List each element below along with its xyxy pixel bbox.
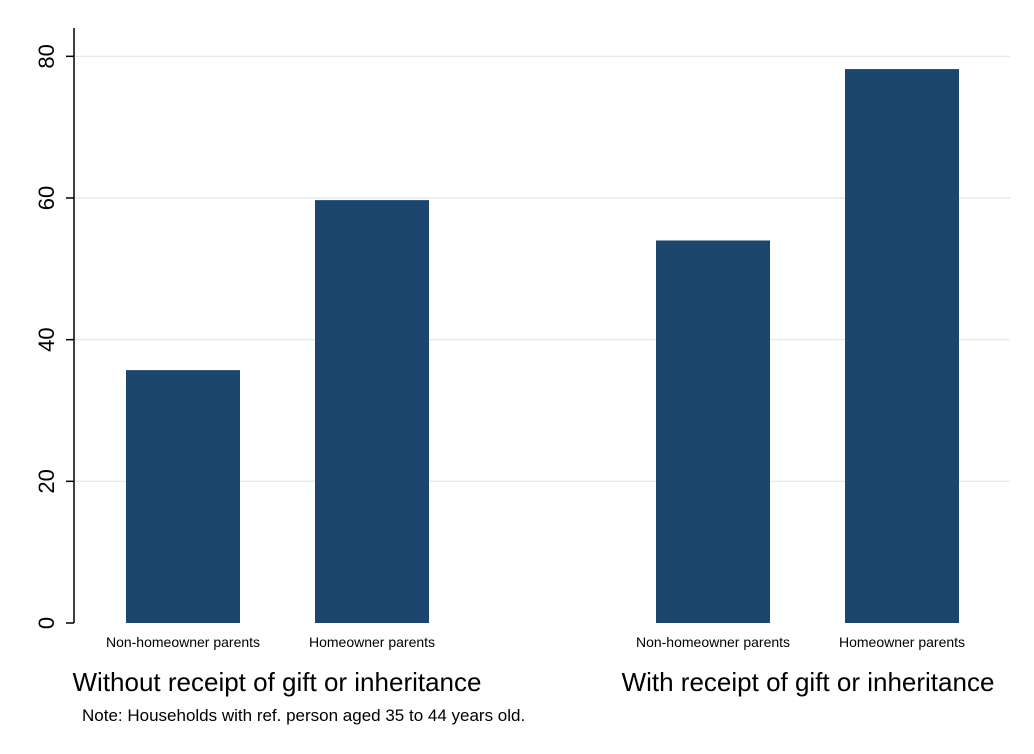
- category-label: Non-homeowner parents: [636, 634, 790, 650]
- bar: [656, 240, 770, 623]
- group-label-with-gift: With receipt of gift or inheritance: [622, 667, 995, 697]
- bars: [126, 69, 959, 624]
- y-tick-label: 0: [34, 617, 59, 629]
- category-label: Homeowner parents: [309, 634, 435, 650]
- y-tick-label: 80: [34, 44, 59, 68]
- bar: [845, 69, 959, 624]
- group-label-without-gift: Without receipt of gift or inheritance: [73, 667, 482, 697]
- y-tick-label: 20: [34, 469, 59, 493]
- chart-note: Note: Households with ref. person aged 3…: [82, 706, 525, 725]
- y-axis-ticks: 0 20 40 60 80: [34, 44, 74, 629]
- y-tick-label: 60: [34, 186, 59, 210]
- bar: [315, 200, 429, 623]
- category-label: Non-homeowner parents: [106, 634, 260, 650]
- category-label: Homeowner parents: [839, 634, 965, 650]
- y-tick-label: 40: [34, 327, 59, 351]
- bar: [126, 370, 240, 623]
- category-labels: Non-homeowner parents Homeowner parents No…: [106, 634, 965, 650]
